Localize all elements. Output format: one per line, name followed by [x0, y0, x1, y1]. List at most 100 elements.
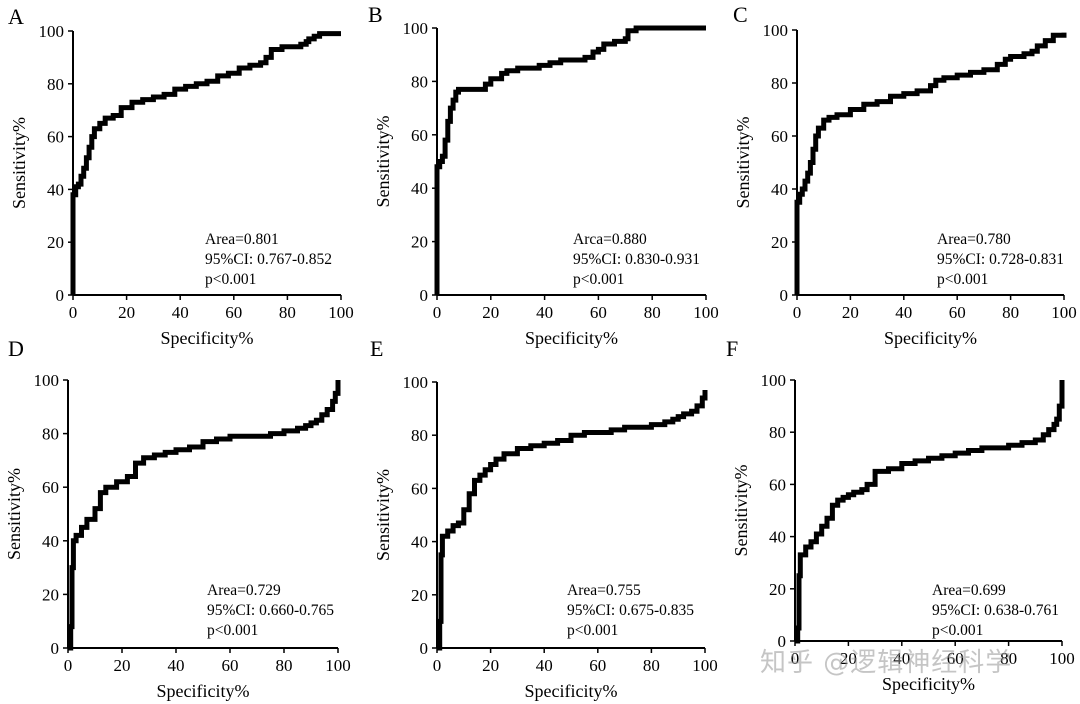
annotation-line-2: 95%CI: 0.830-0.931 [573, 251, 700, 268]
y-tick-label: 20 [42, 585, 59, 604]
x-axis-label: Specificity% [525, 328, 618, 348]
y-tick-label: 100 [403, 19, 429, 38]
x-tick-label: 0 [433, 303, 442, 322]
annotation-line-3: p<0.001 [567, 622, 618, 639]
x-tick-label: 60 [225, 303, 242, 322]
y-tick-label: 80 [411, 426, 428, 445]
y-axis-label: Sensitivity% [733, 116, 753, 208]
y-tick-label: 0 [420, 286, 429, 305]
x-tick-label: 100 [1049, 649, 1075, 668]
panel-d: 0 20 40 60 80 100 0 20 40 60 80 100 Specificity% Sens… [4, 336, 351, 701]
x-tick-label: 80 [644, 303, 661, 322]
roc-curve-1 [434, 25, 706, 295]
y-tick-label: 40 [411, 533, 428, 552]
panel-label: A [8, 4, 24, 29]
x-tick-label: 60 [947, 649, 964, 668]
y-tick-label: 80 [47, 75, 64, 94]
y-tick-label: 60 [411, 126, 428, 145]
roc-curve-1 [795, 380, 1065, 644]
x-tick-label: 80 [643, 656, 660, 675]
x-axis-label: Specificity% [525, 681, 618, 701]
x-tick-label: 100 [1051, 303, 1077, 322]
annotation-line-1: Area=0.801 [205, 231, 279, 248]
x-tick-label: 20 [482, 303, 499, 322]
roc-curve-1 [68, 380, 341, 651]
y-tick-label: 100 [403, 373, 429, 392]
x-tick-label: 80 [276, 656, 293, 675]
annotation-line-1: Area=0.729 [207, 582, 281, 599]
y-axis-label: Sensitivity% [731, 464, 751, 556]
x-tick-label: 0 [64, 656, 73, 675]
x-tick-label: 40 [893, 649, 910, 668]
y-tick-label: 80 [769, 423, 786, 442]
y-axis-label: Sensitivity% [9, 117, 29, 209]
panel-c: 0 20 40 60 80 100 0 20 40 60 80 100 Specificity% Sens… [733, 2, 1077, 348]
y-tick-label: 40 [771, 180, 788, 199]
annotation-line-3: p<0.001 [207, 622, 258, 639]
x-tick-label: 20 [840, 649, 857, 668]
x-tick-label: 0 [793, 303, 802, 322]
x-tick-label: 40 [536, 656, 553, 675]
y-tick-label: 100 [39, 22, 65, 41]
x-tick-label: 20 [114, 656, 131, 675]
y-tick-label: 80 [42, 425, 59, 444]
x-tick-label: 80 [279, 303, 296, 322]
y-tick-label: 20 [47, 233, 64, 252]
y-tick-label: 100 [763, 21, 789, 40]
x-axis-label: Specificity% [157, 681, 250, 701]
x-tick-label: 60 [222, 656, 239, 675]
annotation-line-3: p<0.001 [205, 271, 256, 288]
panel-label: C [733, 2, 748, 27]
y-tick-label: 60 [47, 128, 64, 147]
y-tick-label: 40 [42, 532, 59, 551]
annotation-line-3: p<0.001 [932, 622, 983, 639]
x-tick-label: 100 [328, 303, 354, 322]
x-tick-label: 100 [692, 656, 718, 675]
y-tick-label: 60 [771, 127, 788, 146]
y-tick-label: 80 [771, 74, 788, 93]
x-tick-label: 20 [118, 303, 135, 322]
y-axis-label: Sensitivity% [373, 469, 393, 561]
y-tick-label: 0 [420, 639, 429, 658]
x-axis-label: Specificity% [882, 674, 975, 694]
x-tick-label: 20 [842, 303, 859, 322]
roc-curve-1 [70, 31, 341, 295]
y-tick-label: 0 [51, 639, 60, 658]
annotation-line-3: p<0.001 [573, 271, 624, 288]
annotation-line-2: 95%CI: 0.638-0.761 [932, 602, 1059, 619]
panel-label: D [8, 336, 24, 361]
x-tick-label: 40 [895, 303, 912, 322]
x-tick-label: 60 [589, 656, 606, 675]
x-tick-label: 40 [168, 656, 185, 675]
y-tick-label: 20 [769, 580, 786, 599]
x-tick-label: 40 [172, 303, 189, 322]
x-tick-label: 20 [482, 656, 499, 675]
x-tick-label: 80 [1000, 649, 1017, 668]
y-tick-label: 100 [34, 371, 60, 390]
panel-label: F [726, 336, 738, 361]
panel-e: 0 20 40 60 80 100 0 20 40 60 80 100 Specificity% Sens… [370, 336, 718, 701]
roc-curve-1 [794, 32, 1067, 295]
y-tick-label: 20 [411, 586, 428, 605]
panel-label: E [370, 336, 383, 361]
x-tick-label: 0 [433, 656, 442, 675]
annotation-line-1: Area=0.780 [937, 231, 1011, 248]
y-tick-label: 80 [411, 72, 428, 91]
y-tick-label: 100 [761, 371, 787, 390]
x-tick-label: 60 [590, 303, 607, 322]
y-tick-label: 20 [411, 233, 428, 252]
y-tick-label: 60 [42, 478, 59, 497]
y-tick-label: 20 [771, 233, 788, 252]
x-tick-label: 100 [693, 303, 719, 322]
x-tick-label: 60 [949, 303, 966, 322]
y-tick-label: 40 [47, 180, 64, 199]
y-axis-label: Sensitivity% [4, 468, 24, 560]
y-tick-label: 40 [411, 179, 428, 198]
x-axis-label: Specificity% [161, 328, 254, 348]
annotation-line-2: 95%CI: 0.728-0.831 [937, 251, 1064, 268]
annotation-line-1: Area=0.699 [932, 582, 1006, 599]
panel-a: 0 20 40 60 80 100 0 20 40 60 80 100 Specificity% Sens… [8, 4, 354, 348]
x-tick-label: 40 [536, 303, 553, 322]
annotation-line-1: Arca=0.880 [573, 231, 647, 248]
